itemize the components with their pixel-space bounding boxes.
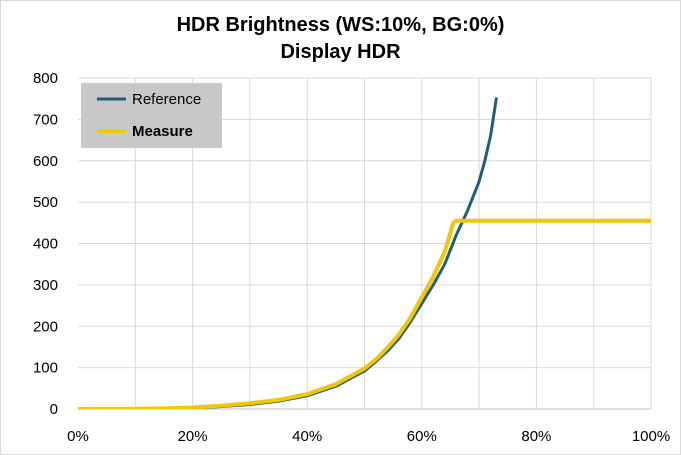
legend: Reference Measure — [81, 83, 222, 148]
x-tick-label: 0% — [67, 428, 89, 445]
x-tick-label: 20% — [178, 428, 208, 445]
y-tick-label: 100 — [33, 360, 58, 377]
x-tick-label: 40% — [292, 428, 322, 445]
legend-label-measure: Measure — [132, 123, 193, 140]
x-tick-label: 80% — [521, 428, 551, 445]
chart-subtitle: Display HDR — [280, 41, 401, 63]
y-tick-label: 200 — [33, 318, 58, 335]
x-tick-label: 100% — [632, 428, 670, 445]
y-tick-label: 700 — [33, 111, 58, 128]
y-tick-label: 300 — [33, 277, 58, 294]
y-tick-label: 800 — [33, 70, 58, 87]
y-tick-label: 0 — [50, 401, 58, 418]
x-tick-label: 60% — [407, 428, 437, 445]
y-tick-label: 600 — [33, 153, 58, 170]
grid-lines — [78, 77, 652, 409]
legend-label-reference: Reference — [132, 91, 201, 108]
y-tick-label: 500 — [33, 194, 58, 211]
legend-box — [81, 83, 222, 148]
series-lines — [78, 97, 651, 409]
tick-labels: 0 100 200 300 400 500 600 700 800 0% 20% 40% 60% 80% 1… — [33, 70, 670, 445]
chart-title: HDR Brightness (WS:10%, BG:0%) — [176, 14, 505, 36]
y-tick-label: 400 — [33, 236, 58, 253]
chart-title-block: HDR Brightness (WS:10%, BG:0%) Display H… — [0, 12, 681, 66]
series-line-measure — [78, 218, 651, 409]
